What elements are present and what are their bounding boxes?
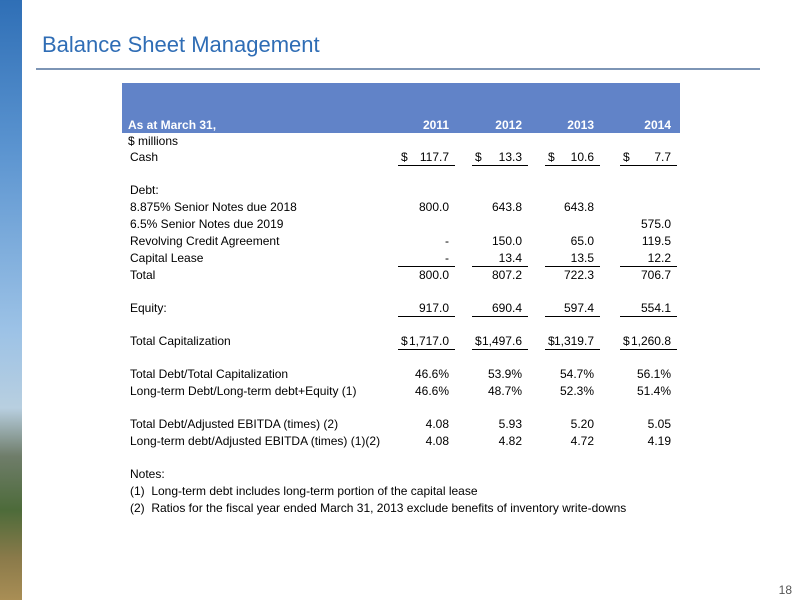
header-year: 2014 [644, 118, 671, 132]
cell-value: 1,319.7 [553, 334, 594, 348]
cell-value: 13.3 [498, 150, 522, 164]
currency: $ [401, 334, 408, 348]
cell-value: 52.3% [559, 384, 594, 398]
row-label: Total Capitalization [130, 334, 231, 348]
cell-value: 13.5 [570, 251, 594, 265]
underline [472, 266, 528, 267]
title-rule [36, 68, 760, 70]
currency: $ [475, 150, 482, 164]
row-label: 8.875% Senior Notes due 2018 [130, 200, 297, 214]
cell-value: 800.0 [418, 268, 449, 282]
underline [545, 266, 600, 267]
row-label: 6.5% Senior Notes due 2019 [130, 217, 284, 231]
cell-value: 1,717.0 [408, 334, 449, 348]
cell-value: 48.7% [487, 384, 522, 398]
currency: $ [401, 150, 408, 164]
row-label: Total Debt/Adjusted EBITDA (times) (2) [130, 417, 339, 431]
row-label: Total [130, 268, 156, 282]
cell-value: 150.0 [491, 234, 522, 248]
cell-value: 65.0 [570, 234, 594, 248]
cell-value: 4.72 [570, 434, 594, 448]
cell-value: 5.20 [570, 417, 594, 431]
cell-value: 917.0 [418, 301, 449, 315]
underline [398, 349, 455, 350]
cell-value: 46.6% [414, 384, 449, 398]
cell-value: - [445, 251, 449, 265]
underline [398, 266, 455, 267]
underline [472, 165, 528, 166]
cell-value: 800.0 [418, 200, 449, 214]
cell-value: 1,260.8 [630, 334, 671, 348]
row-label: Revolving Credit Agreement [130, 234, 280, 248]
currency: $ [548, 334, 555, 348]
row-label: Long-term Debt/Long-term debt+Equity (1) [130, 384, 357, 398]
cell-value: 597.4 [563, 301, 594, 315]
cell-value: 5.05 [647, 417, 671, 431]
cell-value: 54.7% [559, 367, 594, 381]
cell-value: 554.1 [640, 301, 671, 315]
header-year: 2013 [567, 118, 594, 132]
cell-value: 10.6 [570, 150, 594, 164]
slide-title: Balance Sheet Management [42, 32, 320, 57]
cell-value: 1,497.6 [481, 334, 522, 348]
cell-value: 12.2 [647, 251, 671, 265]
cell-value: 117.7 [419, 150, 449, 164]
cell-value: 56.1% [636, 367, 671, 381]
cell-value: - [445, 234, 449, 248]
cell-value: 53.9% [487, 367, 522, 381]
currency: $ [475, 334, 482, 348]
underline [398, 165, 455, 166]
table-header-bar [122, 83, 680, 133]
cell-value: 722.3 [563, 268, 594, 282]
underline [545, 349, 600, 350]
underline [620, 349, 677, 350]
underline [472, 349, 528, 350]
currency: $ [623, 334, 630, 348]
underline [398, 316, 455, 317]
cell-value: 51.4% [636, 384, 671, 398]
underline [620, 316, 677, 317]
cell-value: 13.4 [498, 251, 522, 265]
cell-value: 643.8 [563, 200, 594, 214]
currency: $ [548, 150, 555, 164]
cell-value: 575.0 [640, 217, 671, 231]
cell-value: 706.7 [640, 268, 671, 282]
row-label: Capital Lease [130, 251, 204, 265]
currency: $ [623, 150, 630, 164]
header-year: 2012 [495, 118, 522, 132]
page-number: 18 [778, 583, 792, 597]
unit-label: $ millions [128, 134, 179, 148]
cell-value: 4.82 [498, 434, 522, 448]
row-label: Cash [130, 150, 159, 164]
header-year: 2011 [422, 118, 449, 132]
cell-value: 5.93 [498, 417, 522, 431]
notes-heading: Notes: [130, 467, 165, 481]
cell-value: 4.08 [425, 417, 449, 431]
header-label: As at March 31, [128, 118, 217, 132]
cell-value: 690.4 [491, 301, 522, 315]
underline [620, 165, 677, 166]
side-image [0, 0, 22, 600]
underline [620, 266, 677, 267]
cell-value: 119.5 [641, 234, 671, 248]
note: (1) Long-term debt includes long-term po… [130, 484, 478, 498]
row-label: Debt: [130, 183, 159, 197]
underline [545, 165, 600, 166]
cell-value: 46.6% [414, 367, 449, 381]
row-label: Long-term debt/Adjusted EBITDA (times) (… [130, 434, 381, 448]
note: (2) Ratios for the fiscal year ended Mar… [130, 501, 627, 515]
underline [545, 316, 600, 317]
cell-value: 4.08 [425, 434, 449, 448]
cell-value: 643.8 [491, 200, 522, 214]
row-label: Total Debt/Total Capitalization [130, 367, 289, 381]
cell-value: 4.19 [647, 434, 671, 448]
row-label: Equity: [130, 301, 167, 315]
cell-value: 7.7 [654, 150, 671, 164]
underline [472, 316, 528, 317]
cell-value: 807.2 [491, 268, 522, 282]
